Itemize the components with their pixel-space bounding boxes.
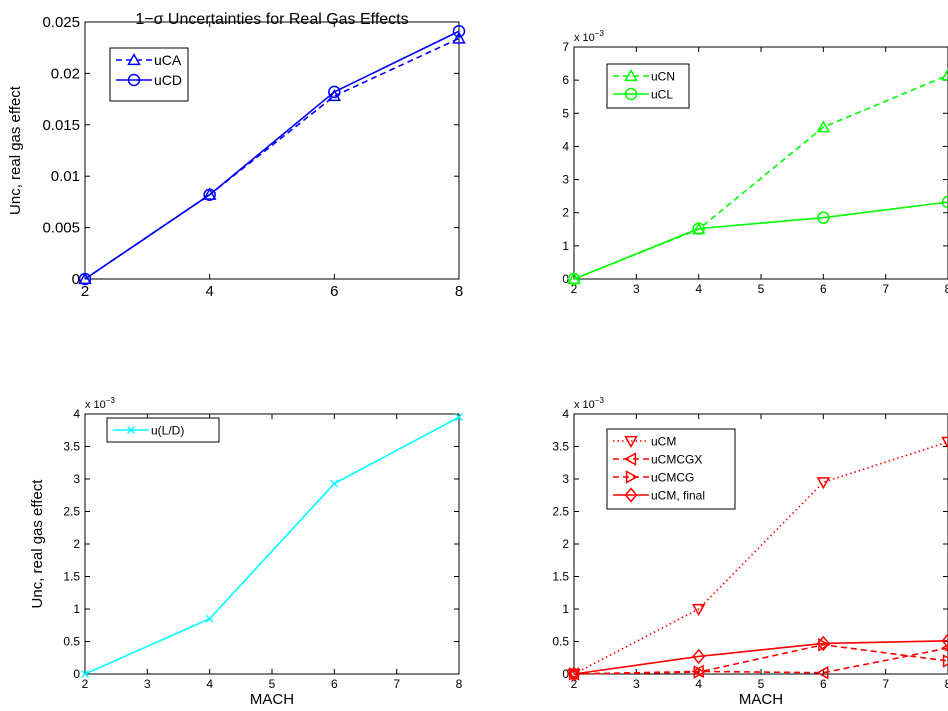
legend: uCN uCL xyxy=(607,64,689,108)
legend-label: uCMCGX xyxy=(651,452,702,466)
x-tick-label: 8 xyxy=(945,282,948,296)
y-tick-label: 0.5 xyxy=(552,635,569,649)
legend-label: uCMCG xyxy=(651,470,694,484)
legend: uCM uCMCGX uCMCG uCM, final xyxy=(607,429,735,509)
y-tick-label: 2.5 xyxy=(63,505,80,519)
y-tick-label: 2 xyxy=(73,537,80,551)
x-tick-label: 8 xyxy=(456,677,463,691)
y-tick-label: 1 xyxy=(562,239,569,253)
x-tick-label: 7 xyxy=(882,282,889,296)
exponent-base: x 10 xyxy=(574,399,595,411)
legend-label: uCD xyxy=(154,72,182,88)
legend-label: uCM xyxy=(651,434,676,448)
y-tick-label: 2 xyxy=(562,537,569,551)
y-tick-label: 0.015 xyxy=(42,117,80,134)
y-tick-label: 4 xyxy=(562,139,569,153)
x-tick-label: 5 xyxy=(269,677,276,691)
legend-label: uCA xyxy=(154,52,182,68)
y-tick-label: 0 xyxy=(72,271,80,288)
y-tick-label: 3.5 xyxy=(552,440,569,454)
x-tick-label: 4 xyxy=(205,283,213,300)
legend-label: u(L/D) xyxy=(151,423,184,437)
y-tick-label: 1 xyxy=(562,602,569,616)
exponent-base: x 10 xyxy=(85,399,106,411)
y-tick-label: 3 xyxy=(562,472,569,486)
x-axis-label: MACH xyxy=(739,691,783,708)
x-tick-label: 7 xyxy=(393,677,400,691)
x-tick-label: 6 xyxy=(820,282,827,296)
x-tick-label: 3 xyxy=(144,677,151,691)
x-tick-label: 6 xyxy=(331,677,338,691)
legend-label: uCM, final xyxy=(651,488,705,502)
x-tick-label: 7 xyxy=(882,677,889,691)
y-tick-label: 0.025 xyxy=(42,14,80,31)
x-tick-label: 5 xyxy=(758,282,765,296)
x-tick-label: 5 xyxy=(758,677,765,691)
x-tick-label: 4 xyxy=(695,677,702,691)
y-tick-label: 5 xyxy=(562,106,569,120)
x-tick-label: 8 xyxy=(945,677,948,691)
y-axis-label: Unc, real gas effect xyxy=(29,479,46,609)
axes-box xyxy=(85,414,459,674)
exponent-power: −3 xyxy=(106,396,116,405)
y-tick-label: 2.5 xyxy=(552,505,569,519)
exponent-power: −3 xyxy=(595,396,605,405)
y-tick-label: 1.5 xyxy=(552,570,569,584)
exponent-base: x 10 xyxy=(574,32,595,44)
y-axis-label: Unc, real gas effect xyxy=(7,85,24,215)
y-tick-label: 0 xyxy=(73,667,80,681)
x-tick-label: 4 xyxy=(206,677,213,691)
x-tick-label: 6 xyxy=(330,283,338,300)
y-tick-label: 1.5 xyxy=(63,570,80,584)
subplot-2: 2 3 4 5 6 7 8 0 1 2 3 4 5 6 7 x 10−3 uCN uCL xyxy=(562,29,948,296)
legend: u(L/D) xyxy=(107,418,219,442)
legend-label: uCL xyxy=(651,87,673,101)
y-tick-label: 0.5 xyxy=(63,635,80,649)
y-tick-label: 4 xyxy=(562,407,569,421)
x-tick-label: 2 xyxy=(82,677,89,691)
y-tick-label: 6 xyxy=(562,73,569,87)
x-tick-label: 8 xyxy=(455,283,463,300)
y-tick-label: 7 xyxy=(562,40,569,54)
x-tick-label: 4 xyxy=(695,282,702,296)
y-tick-label: 1 xyxy=(73,602,80,616)
x-tick-label: 2 xyxy=(81,283,89,300)
y-tick-label: 0.02 xyxy=(51,65,80,82)
y-tick-label: 4 xyxy=(73,407,80,421)
y-tick-label: 3 xyxy=(562,173,569,187)
y-tick-label: 3.5 xyxy=(63,440,80,454)
chart-title: 1−σ Uncertainties for Real Gas Effects xyxy=(135,11,408,28)
legend-label: uCN xyxy=(651,69,675,83)
y-tick-label: 0.01 xyxy=(51,168,80,185)
y-tick-label: 0.005 xyxy=(42,220,80,237)
y-tick-label: 2 xyxy=(562,206,569,220)
y-tick-label: 3 xyxy=(73,472,80,486)
subplot-3: 2 3 4 5 6 7 8 0 0.5 1 1.5 2 2.5 3 3.5 4 x 10−3 MACH Unc, r… xyxy=(29,396,463,708)
x-axis-label: MACH xyxy=(250,691,294,708)
legend: uCA uCD xyxy=(110,48,188,101)
x-tick-label: 3 xyxy=(633,677,640,691)
exponent-power: −3 xyxy=(595,29,605,38)
x-tick-label: 6 xyxy=(820,677,827,691)
legend-box xyxy=(607,64,689,108)
x-tick-label: 3 xyxy=(633,282,640,296)
